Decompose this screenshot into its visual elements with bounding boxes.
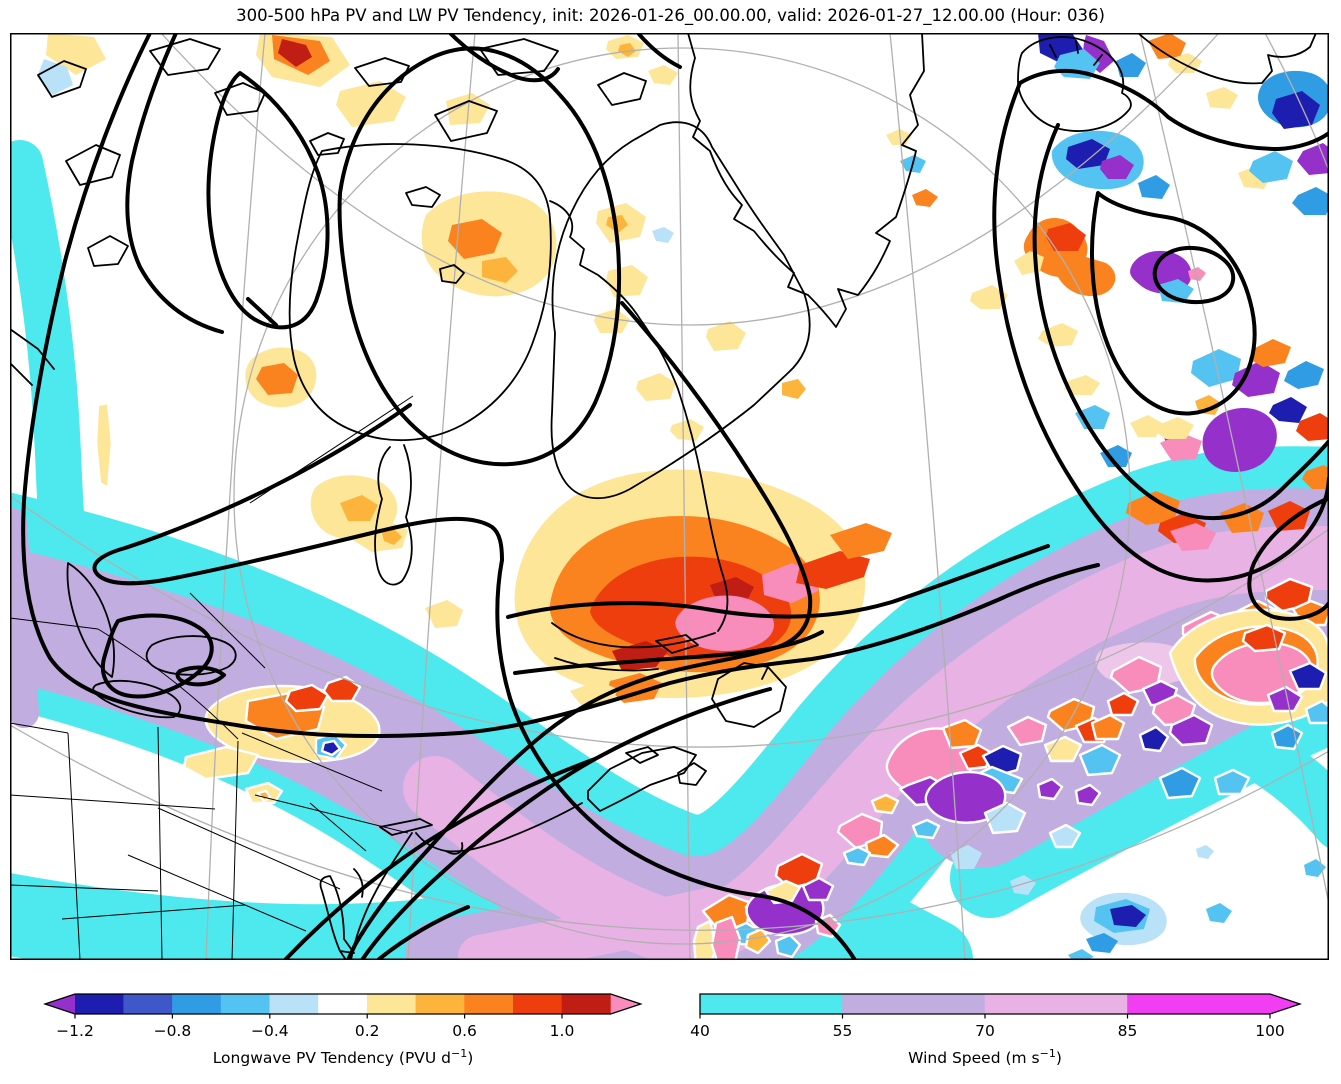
us-east-coast — [350, 802, 583, 960]
lw-pv-tendency-tick-label: 0.6 — [452, 1022, 477, 1040]
map-canvas — [10, 33, 1329, 960]
wind-speed-tick-label: 40 — [690, 1022, 710, 1040]
lw-pv-tendency-colorbar: −1.2 −0.8 −0.4 0.2 0.6 1.0 — [42, 993, 643, 1040]
wind-speed-tick-label: 55 — [833, 1022, 853, 1040]
lw-pv-tendency-tick-label: −1.2 — [56, 1022, 94, 1040]
wind-speed-tick-label: 100 — [1255, 1022, 1285, 1040]
wind-speed-colorbar: 40 55 70 85 100 — [690, 993, 1303, 1040]
nova-scotia-coast — [587, 746, 697, 812]
wind-speed-tick-label: 70 — [975, 1022, 995, 1040]
greenland-coast — [687, 33, 925, 328]
coastlines — [10, 33, 1317, 960]
lw-pv-tendency-tick-label: 0.2 — [355, 1022, 380, 1040]
baffin-island-coast — [550, 121, 811, 500]
hudson-bay-coast — [288, 143, 552, 442]
wind-speed-colorbar-label: Wind Speed (m s−1) — [908, 1047, 1062, 1068]
figure-title: 300-500 hPa PV and LW PV Tendency, init:… — [236, 6, 1105, 25]
lw-pv-tendency-tick-label: −0.8 — [154, 1022, 192, 1040]
lw-pv-tendency-tick-label: 1.0 — [550, 1022, 575, 1040]
map-border — [10, 33, 1329, 960]
wind-speed-tick-label: 85 — [1118, 1022, 1138, 1040]
iceland-coast — [1017, 36, 1132, 132]
pv-contours — [21, 33, 1329, 960]
labrador-coast — [549, 200, 729, 632]
lw-pv-tendency-tick-label: −0.4 — [251, 1022, 289, 1040]
lw-pv-tendency-colorbar-label: Longwave PV Tendency (PVU d−1) — [212, 1047, 474, 1068]
james-bay-coast — [374, 444, 413, 586]
pv-tendency-patches — [37, 33, 1329, 960]
graticule — [10, 33, 1329, 960]
